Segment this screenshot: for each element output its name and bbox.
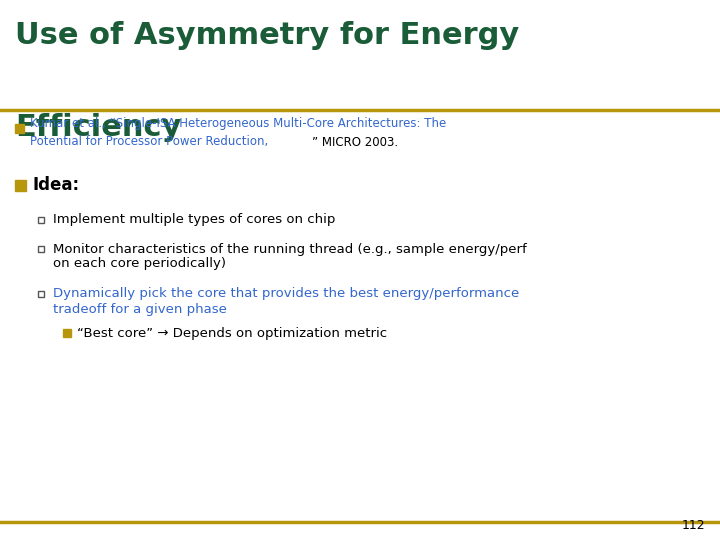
Text: Efficiency: Efficiency <box>15 113 181 143</box>
Text: Potential for Processor Power Reduction,: Potential for Processor Power Reduction, <box>30 136 269 148</box>
Text: Idea:: Idea: <box>33 176 80 194</box>
Text: 112: 112 <box>681 519 705 532</box>
Text: tradeoff for a given phase: tradeoff for a given phase <box>53 302 227 315</box>
Text: Implement multiple types of cores on chip: Implement multiple types of cores on chi… <box>53 213 336 226</box>
Bar <box>38 217 44 223</box>
Text: Dynamically pick the core that provides the best energy/performance: Dynamically pick the core that provides … <box>53 287 519 300</box>
Text: Use of Asymmetry for Energy: Use of Asymmetry for Energy <box>15 21 519 50</box>
Bar <box>38 291 44 297</box>
Bar <box>15 124 24 132</box>
Bar <box>15 179 26 191</box>
Text: “Best core” → Depends on optimization metric: “Best core” → Depends on optimization me… <box>77 327 387 340</box>
Text: Kumar et al., “Single-ISA Heterogeneous Multi-Core Architectures: The: Kumar et al., “Single-ISA Heterogeneous … <box>30 117 446 130</box>
Bar <box>38 246 44 252</box>
Text: on each core periodically): on each core periodically) <box>53 258 226 271</box>
Bar <box>63 329 71 337</box>
Text: ” MICRO 2003.: ” MICRO 2003. <box>312 136 398 148</box>
Text: Monitor characteristics of the running thread (e.g., sample energy/perf: Monitor characteristics of the running t… <box>53 242 527 255</box>
